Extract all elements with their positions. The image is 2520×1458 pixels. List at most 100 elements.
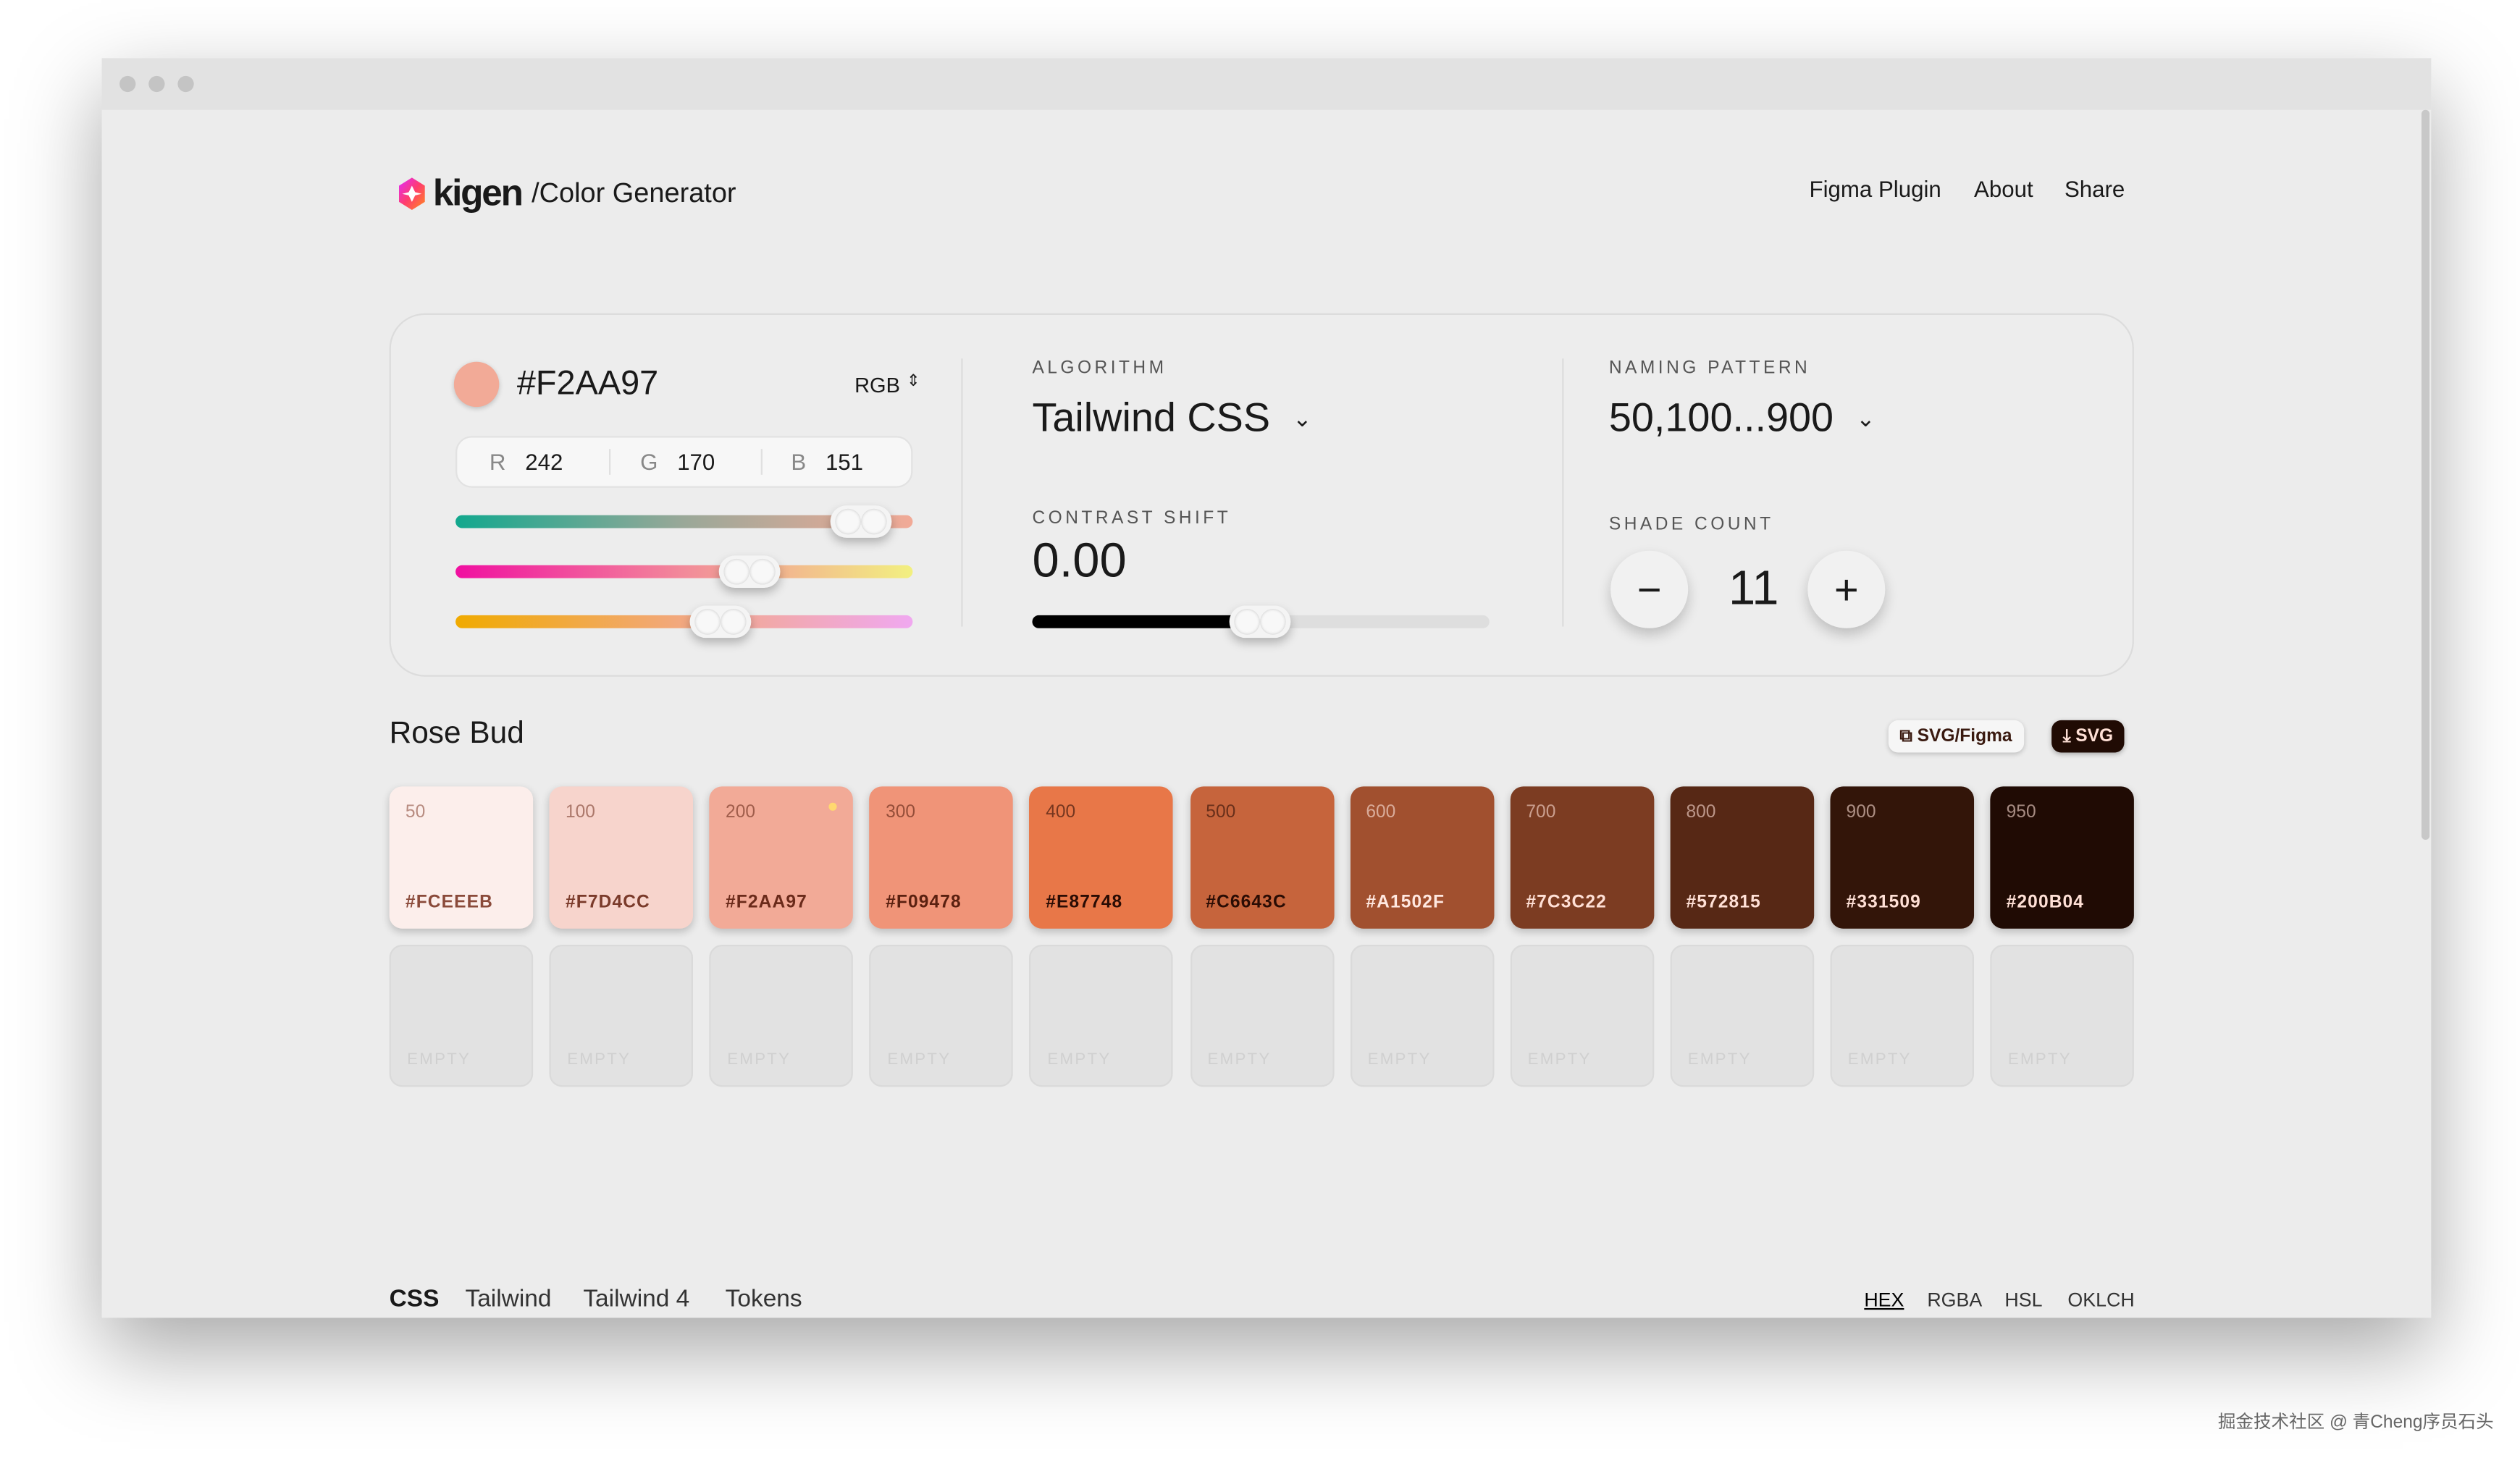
red-input[interactable]: R 242 — [457, 449, 609, 475]
naming-pattern-value: 50,100...900 — [1608, 395, 1834, 442]
empty-label: EMPTY — [727, 1051, 791, 1069]
swatch-500[interactable]: 500 #C6643C — [1189, 786, 1334, 929]
swatch-step: 800 — [1686, 802, 1716, 822]
empty-label: EMPTY — [407, 1051, 471, 1069]
green-value: 170 — [677, 449, 715, 475]
contrast-slider-thumb[interactable] — [1229, 605, 1291, 639]
empty-swatch: EMPTY — [549, 945, 694, 1087]
scrollbar[interactable] — [2421, 109, 2430, 840]
browser-window: kigen /Color Generator Figma Plugin Abou… — [101, 58, 2432, 1318]
rgb-inputs: R 242 G 170 B 151 — [455, 436, 913, 488]
selected-indicator — [828, 802, 837, 811]
blue-input[interactable]: B 151 — [760, 449, 911, 475]
green-slider[interactable] — [455, 555, 913, 589]
download-icon: ⤓ — [2062, 725, 2071, 746]
empty-swatch: EMPTY — [1670, 945, 1814, 1087]
red-slider-thumb[interactable] — [830, 505, 892, 538]
base-color-swatch[interactable] — [453, 361, 500, 408]
swatch-hex: #F2AA97 — [726, 893, 807, 913]
nav-share[interactable]: Share — [2064, 176, 2125, 202]
shade-count-label: SHADE COUNT — [1608, 515, 1774, 535]
blue-label: B — [791, 449, 807, 475]
swatch-800[interactable]: 800 #572815 — [1670, 786, 1814, 929]
swatch-950[interactable]: 950 #200B04 — [1990, 786, 2134, 929]
swatch-hex: #F09478 — [886, 893, 962, 913]
naming-pattern-select[interactable]: 50,100...900 ⌄ — [1609, 396, 1876, 443]
format-rgba[interactable]: RGBA — [1927, 1289, 1983, 1312]
divider — [1562, 358, 1564, 627]
algorithm-select[interactable]: Tailwind CSS ⌄ — [1032, 396, 1311, 443]
blue-slider-thumb[interactable] — [689, 605, 752, 639]
swatch-step: 700 — [1526, 802, 1556, 822]
swatch-hex: #C6643C — [1206, 893, 1287, 913]
empty-label: EMPTY — [1687, 1051, 1752, 1069]
increase-shade-button[interactable]: + — [1807, 550, 1886, 628]
contrast-shift-label: CONTRAST SHIFT — [1032, 508, 1232, 528]
format-oklch[interactable]: OKLCH — [2067, 1289, 2135, 1312]
tab-tailwind-4[interactable]: Tailwind 4 — [583, 1285, 690, 1313]
swatch-900[interactable]: 900 #331509 — [1830, 786, 1974, 929]
format-hex[interactable]: HEX — [1864, 1289, 1904, 1312]
download-svg-label: SVG — [2075, 726, 2114, 746]
empty-swatch: EMPTY — [1350, 945, 1494, 1087]
tab-tailwind[interactable]: Tailwind — [465, 1285, 552, 1313]
swatch-step: 600 — [1366, 802, 1396, 822]
swatch-step: 950 — [2006, 802, 2036, 822]
swatch-600[interactable]: 600 #A1502F — [1350, 786, 1494, 929]
swatch-200[interactable]: 200 #F2AA97 — [709, 786, 854, 929]
color-mode-value: RGB — [854, 373, 900, 397]
nav-figma-plugin[interactable]: Figma Plugin — [1809, 176, 1941, 202]
download-svg-button[interactable]: ⤓ SVG — [2051, 720, 2125, 753]
copy-svg-figma-button[interactable]: ⧉ SVG/Figma — [1888, 720, 2024, 753]
logo[interactable]: kigen /Color Generator — [396, 171, 736, 214]
swatch-step: 400 — [1046, 802, 1076, 822]
swatch-hex: #200B04 — [2006, 893, 2085, 913]
kigen-logo-icon — [399, 177, 425, 209]
swatch-hex: #572815 — [1686, 893, 1761, 913]
contrast-slider[interactable] — [1032, 605, 1490, 639]
swatch-50[interactable]: 50 #FCEEEB — [389, 786, 534, 929]
decrease-shade-button[interactable]: − — [1610, 550, 1689, 628]
window-minimize-button[interactable] — [148, 75, 165, 93]
swatch-700[interactable]: 700 #7C3C22 — [1510, 786, 1654, 929]
green-input[interactable]: G 170 — [609, 449, 760, 475]
empty-swatch: EMPTY — [1830, 945, 1974, 1087]
empty-label: EMPTY — [1367, 1051, 1432, 1069]
red-slider[interactable] — [455, 505, 913, 538]
page-subtitle: /Color Generator — [532, 177, 736, 208]
swatch-300[interactable]: 300 #F09478 — [869, 786, 1014, 929]
empty-swatch: EMPTY — [709, 945, 854, 1087]
watermark: 掘金技术社区 @ 青Cheng序员石头 — [2217, 1412, 2494, 1433]
format-hsl[interactable]: HSL — [2004, 1289, 2043, 1312]
window-maximize-button[interactable] — [177, 75, 194, 93]
swatch-100[interactable]: 100 #F7D4CC — [549, 786, 694, 929]
swatch-step: 300 — [886, 802, 916, 822]
swatch-step: 50 — [405, 802, 426, 822]
empty-label: EMPTY — [1847, 1051, 1912, 1069]
empty-label: EMPTY — [1207, 1051, 1272, 1069]
shade-count-value: 11 — [1728, 562, 1779, 615]
chevron-down-icon: ⌄ — [1293, 405, 1312, 431]
empty-swatch: EMPTY — [869, 945, 1014, 1087]
empty-swatch: EMPTY — [389, 945, 534, 1087]
empty-label: EMPTY — [1527, 1051, 1592, 1069]
window-close-button[interactable] — [119, 75, 136, 93]
palette-name: Rose Bud — [389, 717, 524, 751]
tab-tokens[interactable]: Tokens — [725, 1285, 802, 1313]
empty-swatch: EMPTY — [1510, 945, 1654, 1087]
nav-about[interactable]: About — [1974, 176, 2033, 202]
blue-slider[interactable] — [455, 605, 913, 639]
tab-css[interactable]: CSS — [389, 1285, 440, 1313]
hex-input[interactable]: #F2AA97 — [516, 365, 659, 403]
swatch-400[interactable]: 400 #E87748 — [1029, 786, 1174, 929]
brand-name: kigen — [432, 171, 524, 214]
red-value: 242 — [525, 449, 563, 475]
empty-label: EMPTY — [1047, 1051, 1112, 1069]
green-slider-thumb[interactable] — [718, 555, 781, 589]
contrast-slider-fill — [1032, 615, 1261, 628]
contrast-shift-value: 0.00 — [1032, 534, 1127, 589]
empty-swatch: EMPTY — [1189, 945, 1334, 1087]
color-mode-select[interactable]: RGB ⇕ — [854, 373, 920, 397]
swatch-step: 100 — [565, 802, 595, 822]
copy-icon: ⧉ — [1899, 725, 1912, 746]
